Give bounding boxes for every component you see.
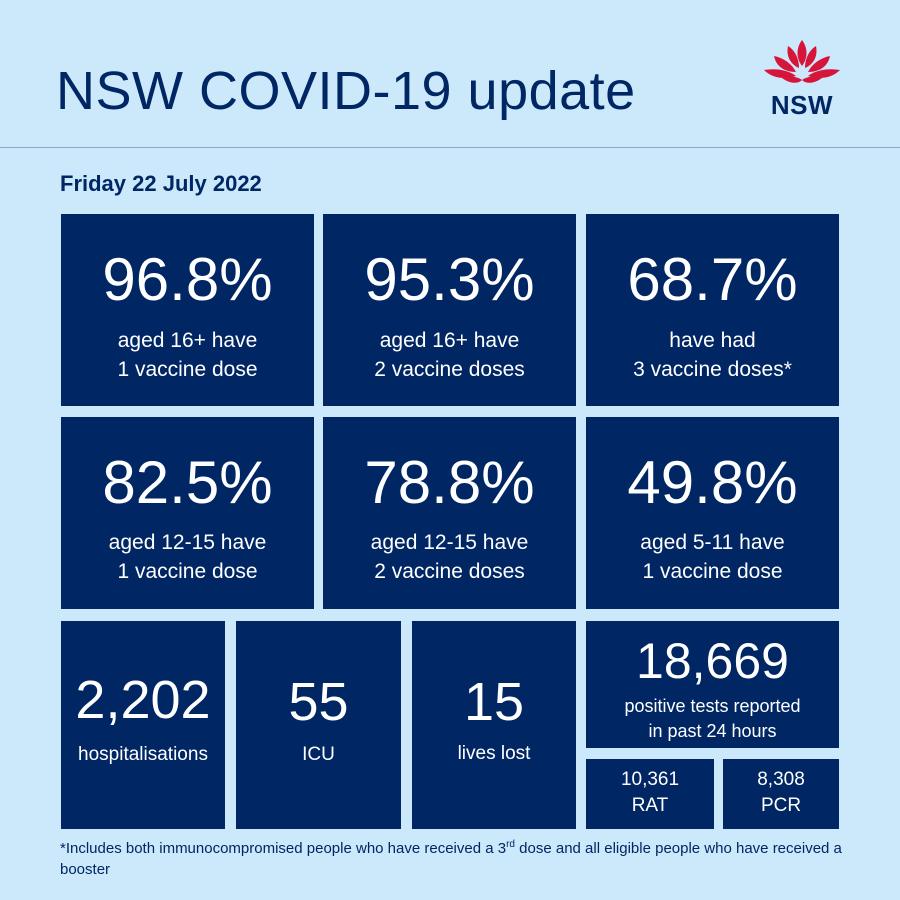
rat-label: RAT (631, 795, 669, 816)
positive-value: 18,669 (636, 633, 789, 689)
tile-12to15-dose2: 78.8% aged 12-15 have 2 vaccine doses (323, 417, 576, 609)
tile-dose3: 68.7% have had 3 vaccine doses* (586, 214, 839, 406)
positive-label-line2: in past 24 hours (648, 721, 777, 741)
tile-label-line2: 2 vaccine doses (374, 560, 525, 583)
tile-pcr: 8,308 PCR (723, 759, 839, 829)
tile-value: 82.5% (102, 449, 273, 516)
header: NSW COVID-19 update NSW (0, 0, 900, 148)
footnote: *Includes both immunocompromised people … (60, 838, 860, 880)
rat-value: 10,361 (620, 769, 680, 790)
tile-positive-tests: 18,669 positive tests reported in past 2… (586, 621, 839, 748)
tile-label-line2: 2 vaccine doses (374, 358, 525, 381)
footnote-superscript: rd (506, 839, 515, 850)
tile-label-line1: aged 5-11 have (640, 531, 785, 554)
waratah-icon (764, 40, 840, 83)
tile-value: 68.7% (627, 246, 798, 313)
logo-text: NSW (770, 90, 834, 120)
hospitalisations-value: 2,202 (75, 670, 211, 730)
tile-lives-lost: 15 lives lost (412, 621, 576, 829)
report-date: Friday 22 July 2022 (60, 171, 262, 196)
tile-16plus-dose1: 96.8% aged 16+ have 1 vaccine dose (61, 214, 314, 406)
tile-label-line1: have had (669, 329, 756, 352)
footnote-text-part2: dose and all eligible people who have re… (60, 840, 842, 878)
deaths-label: lives lost (457, 743, 531, 764)
tile-hospitalisations: 2,202 hospitalisations (61, 621, 225, 829)
footnote-text-part1: *Includes both immunocompromised people … (60, 840, 507, 857)
tile-rat: 10,361 RAT (586, 759, 714, 829)
tile-16plus-dose2: 95.3% aged 16+ have 2 vaccine doses (323, 214, 576, 406)
tile-value: 78.8% (364, 449, 535, 516)
tile-12to15-dose1: 82.5% aged 12-15 have 1 vaccine dose (61, 417, 314, 609)
icu-label: ICU (302, 744, 335, 765)
tile-value: 96.8% (102, 246, 273, 313)
tile-value: 95.3% (364, 246, 535, 313)
pcr-value: 8,308 (757, 769, 805, 790)
tile-label-line1: aged 12-15 have (108, 531, 267, 554)
tile-icu: 55 ICU (236, 621, 401, 829)
positive-label-line1: positive tests reported (624, 696, 801, 716)
tile-label-line1: aged 16+ have (379, 329, 520, 352)
page-title: NSW COVID-19 update (56, 61, 636, 121)
nsw-logo: NSW (752, 36, 852, 126)
deaths-value: 15 (463, 672, 525, 732)
pcr-label: PCR (760, 795, 802, 816)
tile-label-line2: 1 vaccine dose (117, 358, 258, 381)
tile-label-line1: aged 12-15 have (370, 531, 529, 554)
tile-value: 49.8% (627, 449, 798, 516)
tile-5to11-dose1: 49.8% aged 5-11 have 1 vaccine dose (586, 417, 839, 609)
hospitalisations-label: hospitalisations (78, 744, 208, 765)
tile-label-line2: 1 vaccine dose (642, 560, 783, 583)
tile-label-line2: 3 vaccine doses* (633, 358, 792, 381)
tile-label-line2: 1 vaccine dose (117, 560, 258, 583)
tile-label-line1: aged 16+ have (117, 329, 258, 352)
icu-value: 55 (288, 672, 349, 732)
